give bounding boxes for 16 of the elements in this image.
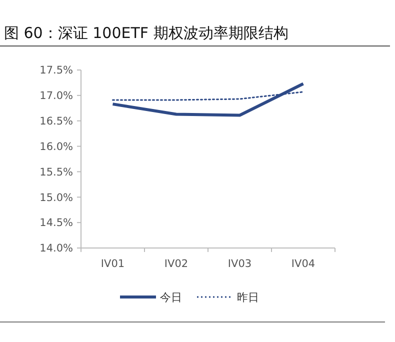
- x-tick-label: IV03: [228, 258, 252, 270]
- y-tick-label: 16.5%: [40, 116, 74, 128]
- y-tick-label: 14.0%: [40, 242, 74, 255]
- y-tick-label: 16.0%: [40, 140, 74, 153]
- x-tick-label: IV01: [100, 258, 125, 270]
- legend-label: 昨日: [237, 290, 259, 304]
- y-tick-label: 14.5%: [40, 217, 74, 230]
- y-tick-label: 15.0%: [40, 192, 74, 204]
- line-series: [111, 82, 305, 117]
- y-tick-label: 17.0%: [40, 90, 74, 102]
- chart-title: 图 60：深证 100ETF 期权波动率期限结构: [4, 24, 288, 42]
- legend-label: 今日: [160, 290, 182, 304]
- y-tick-label: 17.5%: [40, 64, 74, 77]
- x-tick-label: IV02: [164, 258, 188, 270]
- x-tick-label: IV04: [291, 258, 316, 270]
- y-tick-label: 15.5%: [40, 166, 74, 178]
